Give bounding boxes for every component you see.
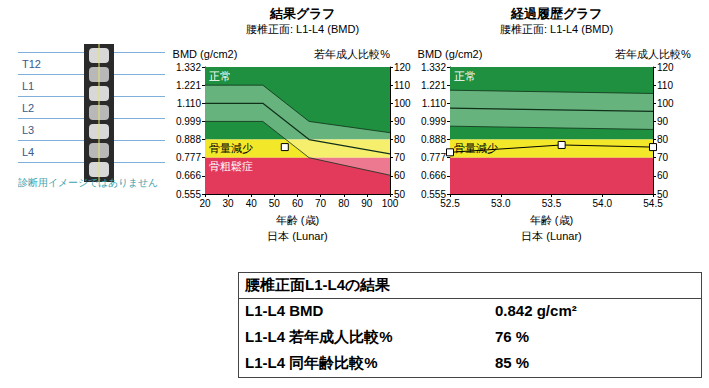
svg-text:BMD (g/cm2): BMD (g/cm2) — [173, 48, 238, 60]
svg-text:若年成人比較%: 若年成人比較% — [615, 48, 691, 60]
svg-text:70: 70 — [394, 152, 406, 163]
svg-text:100: 100 — [394, 98, 411, 109]
svg-text:50: 50 — [657, 188, 669, 200]
html-text:腰椎正面L1-L4の結果: 腰椎正面L1-L4の結果 — [245, 276, 390, 293]
svg-text:53.0: 53.0 — [491, 198, 511, 209]
svg-text:70: 70 — [657, 152, 669, 163]
html-text:L1-L4 同年齢比較%: L1-L4 同年齢比較% — [245, 354, 378, 371]
html-text:L4: L4 — [22, 145, 35, 158]
svg-text:0.777: 0.777 — [421, 152, 446, 163]
svg-text:80: 80 — [394, 134, 406, 145]
svg-text:53.5: 53.5 — [542, 198, 562, 209]
html-text:L3: L3 — [22, 123, 35, 136]
svg-text:54.5: 54.5 — [643, 198, 663, 209]
svg-text:110: 110 — [394, 80, 410, 91]
svg-text:54.0: 54.0 — [593, 198, 613, 209]
svg-text:60: 60 — [657, 170, 669, 181]
svg-text:100: 100 — [382, 198, 399, 209]
svg-text:90: 90 — [394, 116, 406, 127]
svg-text:80: 80 — [338, 198, 350, 209]
svg-text:0.666: 0.666 — [421, 170, 446, 181]
svg-text:60: 60 — [394, 170, 406, 181]
svg-text:0.555: 0.555 — [176, 189, 201, 200]
svg-text:若年成人比較%: 若年成人比較% — [314, 48, 390, 60]
svg-text:BMD (g/cm2): BMD (g/cm2) — [418, 48, 483, 60]
svg-text:骨量減少: 骨量減少 — [454, 142, 498, 154]
html-text:L2: L2 — [22, 101, 35, 114]
svg-text:日本 (Lunar): 日本 (Lunar) — [521, 230, 582, 242]
svg-text:60: 60 — [292, 198, 304, 209]
svg-text:腰椎正面: L1-L4 (BMD): 腰椎正面: L1-L4 (BMD) — [246, 23, 359, 35]
svg-text:70: 70 — [315, 198, 327, 209]
html-text:T12: T12 — [22, 57, 41, 70]
svg-text:120: 120 — [394, 62, 411, 73]
svg-text:1.221: 1.221 — [421, 80, 446, 91]
svg-text:1.332: 1.332 — [176, 62, 201, 73]
svg-text:正常: 正常 — [454, 70, 476, 82]
svg-text:0.999: 0.999 — [421, 116, 446, 127]
html-text:L1: L1 — [22, 79, 35, 92]
svg-text:骨量減少: 骨量減少 — [209, 142, 253, 154]
svg-text:30: 30 — [223, 198, 235, 209]
svg-text:52.5: 52.5 — [440, 198, 460, 209]
html-text:0.842 g/cm²: 0.842 g/cm² — [495, 302, 577, 319]
svg-text:骨粗鬆症: 骨粗鬆症 — [209, 160, 253, 172]
svg-text:110: 110 — [657, 80, 673, 91]
svg-text:1.110: 1.110 — [177, 98, 202, 109]
svg-text:20: 20 — [199, 198, 211, 209]
svg-text:正常: 正常 — [209, 70, 231, 82]
svg-text:0.777: 0.777 — [176, 152, 201, 163]
svg-text:年齢 (歳): 年齢 (歳) — [276, 214, 319, 226]
svg-text:年齢 (歳): 年齢 (歳) — [530, 214, 573, 226]
svg-text:40: 40 — [246, 198, 258, 209]
html-text:L1-L4 若年成人比較%: L1-L4 若年成人比較% — [245, 328, 393, 345]
svg-text:80: 80 — [657, 134, 669, 145]
svg-text:0.666: 0.666 — [176, 170, 201, 181]
svg-text:90: 90 — [657, 116, 669, 127]
html-text:85 %: 85 % — [495, 354, 530, 371]
html-text:L1-L4 BMD: L1-L4 BMD — [245, 302, 324, 319]
svg-text:120: 120 — [657, 62, 674, 73]
svg-text:1.221: 1.221 — [176, 80, 201, 91]
svg-text:腰椎正面: L1-L4 (BMD): 腰椎正面: L1-L4 (BMD) — [500, 23, 613, 35]
svg-text:50: 50 — [269, 198, 281, 209]
svg-text:結果グラフ: 結果グラフ — [269, 6, 335, 21]
svg-text:0.888: 0.888 — [421, 134, 446, 145]
html-text:診断用イメージではありません: 診断用イメージではありません — [18, 177, 158, 188]
svg-text:100: 100 — [657, 98, 674, 109]
svg-text:日本 (Lunar): 日本 (Lunar) — [267, 230, 328, 242]
svg-text:0.999: 0.999 — [176, 116, 201, 127]
svg-text:0.888: 0.888 — [176, 134, 201, 145]
svg-text:1.332: 1.332 — [421, 62, 446, 73]
svg-text:0.555: 0.555 — [421, 188, 446, 200]
svg-text:1.110: 1.110 — [422, 98, 447, 109]
svg-text:経過履歴グラフ: 経過履歴グラフ — [510, 6, 602, 21]
html-text:76 %: 76 % — [495, 328, 530, 345]
svg-text:90: 90 — [361, 198, 373, 209]
svg-text:50: 50 — [394, 188, 406, 200]
